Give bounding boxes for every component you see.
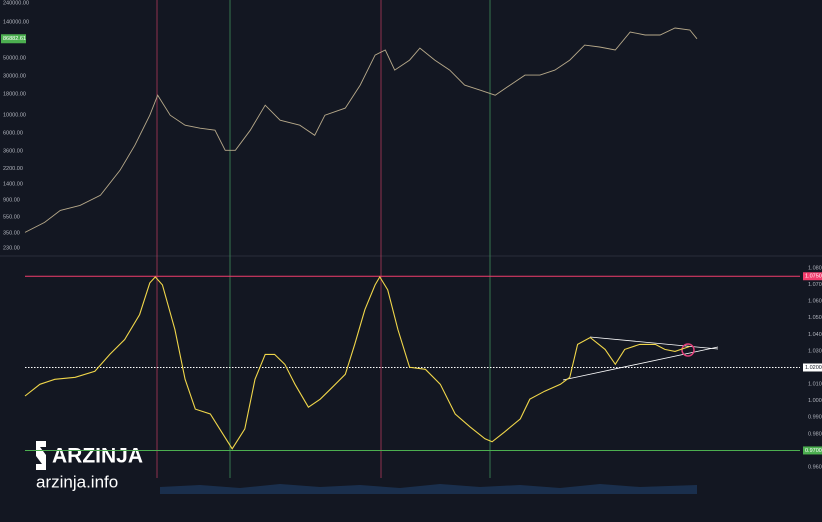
y-tick-label: 550.00 (3, 215, 20, 221)
logo: ARZINJA arzinja.info (36, 441, 143, 491)
y-tick-label: 1.0700 (808, 282, 822, 288)
y-tick-label: 6000.00 (3, 130, 23, 136)
reference-label-box (803, 272, 822, 281)
logo-icon (36, 441, 46, 470)
trendline (562, 346, 719, 381)
y-tick-label: 0.9600 (808, 465, 822, 471)
reference-label-box (803, 363, 822, 372)
y-tick-label: 2200.00 (3, 166, 23, 172)
trendline (589, 336, 719, 350)
brand-name: ARZINJA (52, 445, 143, 468)
series-line (24, 27, 698, 233)
reference-label: 0.9700 (805, 448, 822, 454)
y-tick-label: 3600.00 (3, 148, 23, 154)
y-tick-label: 10000.00 (3, 112, 26, 118)
reference-label: 1.0750 (805, 274, 822, 280)
y-tick-label: 18000.00 (3, 92, 26, 98)
reference-label: 1.0200 (805, 365, 822, 371)
series-line (24, 275, 691, 450)
y-tick-label: 240000.00 (3, 0, 29, 6)
y-tick-label: 350.00 (3, 231, 20, 237)
y-tick-label: 50000.00 (3, 56, 26, 62)
reference-label-box (803, 446, 822, 455)
highlight-circle (681, 343, 695, 357)
y-tick-label: 1.0000 (808, 398, 822, 404)
y-tick-label: 230.00 (3, 245, 20, 251)
last-price-box (1, 34, 26, 44)
volume-strip (160, 484, 697, 494)
y-tick-label: 30000.00 (3, 74, 26, 80)
last-price-label: 86882.61 (3, 36, 26, 42)
y-tick-label: 900.00 (3, 197, 20, 203)
y-tick-label: 1400.00 (3, 182, 23, 188)
y-tick-label: 1.0400 (808, 332, 822, 338)
y-tick-label: 1.0800 (808, 265, 822, 271)
y-tick-label: 140000.00 (3, 19, 29, 25)
brand-site: arzinja.info (36, 472, 118, 491)
